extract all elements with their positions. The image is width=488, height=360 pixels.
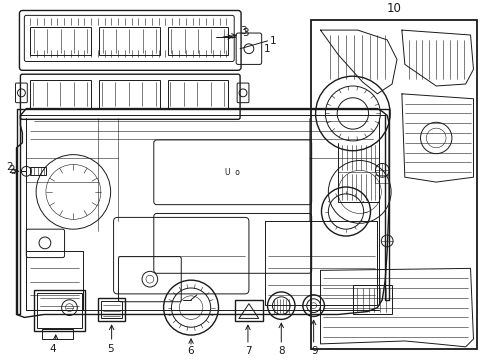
Bar [235, 300, 262, 321]
Bar [34, 290, 85, 331]
Bar [352, 285, 391, 315]
Bar [310, 20, 476, 349]
Text: 3: 3 [240, 26, 246, 36]
Bar [167, 27, 228, 55]
Text: 9: 9 [311, 346, 317, 356]
Bar [375, 175, 388, 183]
Text: 2: 2 [9, 165, 15, 175]
Bar [167, 80, 228, 108]
Bar [30, 167, 46, 175]
Text: 4: 4 [49, 344, 56, 354]
Text: 10: 10 [386, 2, 401, 15]
Text: 7: 7 [244, 346, 251, 356]
Text: 2: 2 [7, 162, 13, 172]
Bar [42, 329, 73, 339]
Bar [30, 27, 91, 55]
Text: 5: 5 [107, 344, 114, 354]
Bar [37, 293, 82, 328]
Bar [99, 27, 160, 55]
Bar [30, 80, 91, 108]
Text: 8: 8 [277, 346, 284, 356]
Bar [101, 301, 122, 318]
Text: U  o: U o [224, 168, 239, 177]
Text: 1: 1 [263, 44, 270, 54]
Bar [99, 80, 160, 108]
Text: 3: 3 [242, 28, 248, 38]
Text: 1: 1 [269, 36, 276, 46]
Text: 6: 6 [187, 346, 194, 356]
Bar [98, 298, 125, 321]
